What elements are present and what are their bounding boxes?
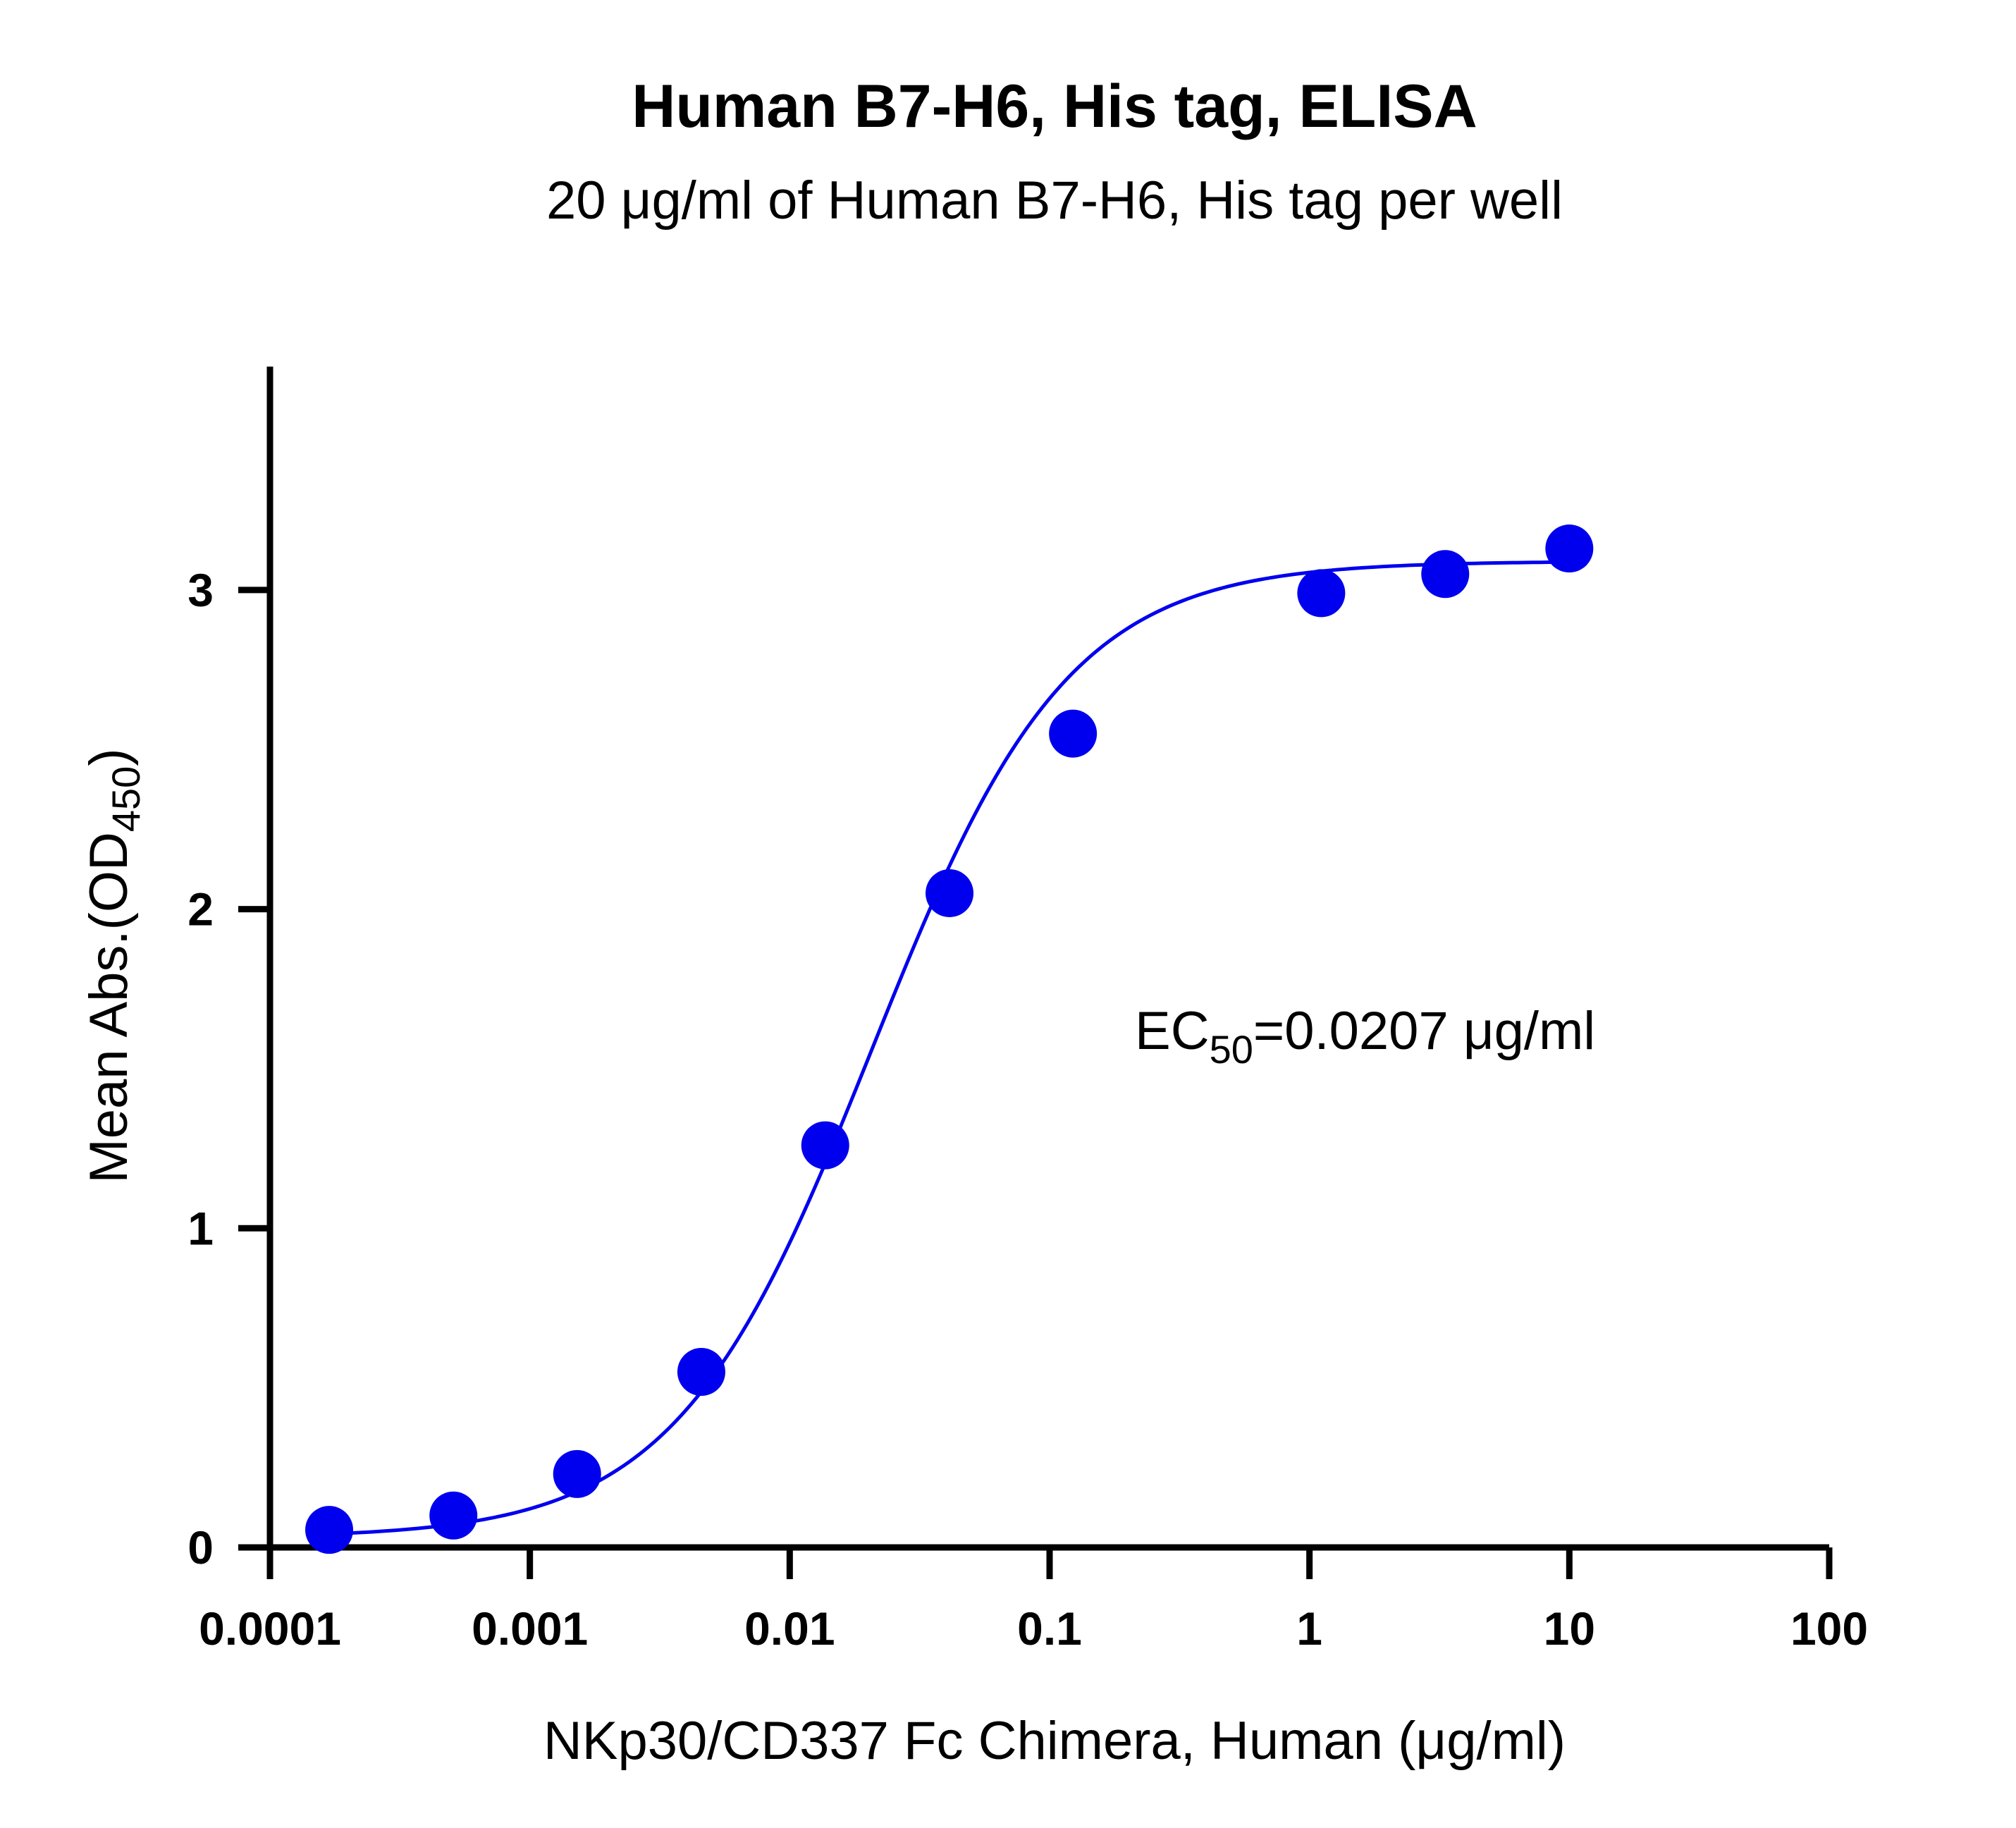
x-tick-label: 100 bbox=[1790, 1602, 1868, 1655]
fit-curve bbox=[328, 560, 1570, 1536]
data-point bbox=[1297, 569, 1346, 618]
data-point bbox=[926, 869, 974, 917]
y-tick-label: 3 bbox=[188, 564, 214, 616]
points-layer bbox=[305, 525, 1594, 1554]
y-tick-label: 2 bbox=[188, 883, 214, 936]
x-tick-label: 0.0001 bbox=[199, 1602, 341, 1655]
y-axis: 0 1 2 3 bbox=[188, 367, 273, 1574]
data-point bbox=[1421, 550, 1470, 599]
data-point bbox=[1049, 709, 1098, 758]
x-axis-title: NKp30/CD337 Fc Chimera, Human (μg/ml) bbox=[543, 1711, 1566, 1771]
x-tick-label: 10 bbox=[1544, 1602, 1595, 1655]
y-tick-label: 1 bbox=[188, 1202, 214, 1254]
x-axis: 0.0001 0.001 0.01 0.1 1 10 100 bbox=[199, 1544, 1868, 1655]
x-tick-label: 0.001 bbox=[472, 1602, 588, 1655]
data-point bbox=[305, 1506, 354, 1554]
fit-layer bbox=[328, 560, 1570, 1536]
data-point bbox=[801, 1121, 849, 1170]
x-tick-label: 1 bbox=[1296, 1602, 1322, 1655]
data-point bbox=[677, 1348, 725, 1397]
x-tick-label: 0.1 bbox=[1017, 1602, 1082, 1655]
data-point bbox=[553, 1449, 601, 1498]
x-tick-label: 0.01 bbox=[744, 1602, 835, 1655]
data-point bbox=[1545, 525, 1594, 573]
y-axis-title: Mean Abs.(OD450) bbox=[79, 748, 148, 1183]
y-tick-label: 0 bbox=[188, 1521, 214, 1574]
chart-subtitle: 20 μg/ml of Human B7-H6, His tag per wel… bbox=[546, 171, 1563, 231]
data-point bbox=[429, 1491, 478, 1540]
chart-title: Human B7-H6, His tag, ELISA bbox=[632, 73, 1477, 140]
ec50-annotation: EC50=0.0207 μg/ml bbox=[1135, 1001, 1595, 1072]
